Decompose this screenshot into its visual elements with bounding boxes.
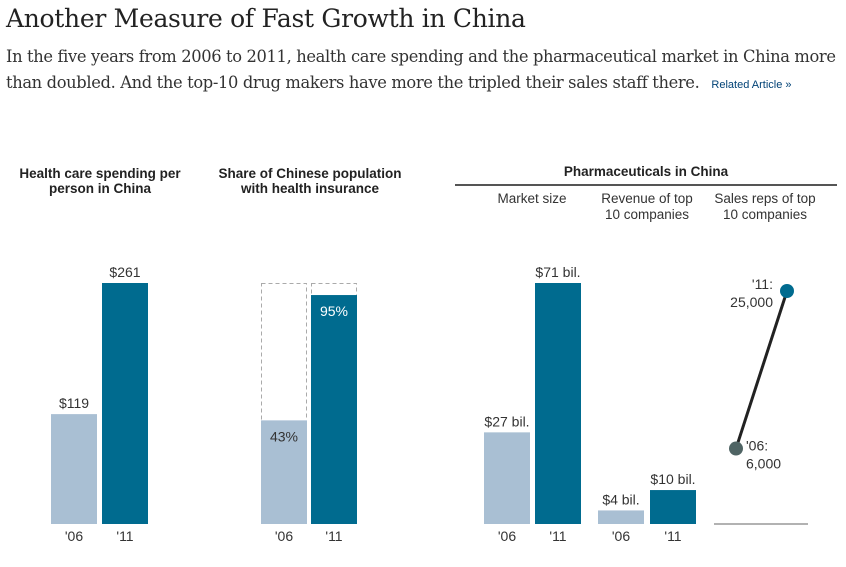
market-category-label-1: '11 (549, 528, 566, 544)
reps-line (734, 290, 789, 450)
revenue-value-label-1: $10 bil. (650, 471, 695, 487)
spending-category-label-0: '06 (65, 528, 83, 544)
reps-subtitle: Sales reps of top 10 companies (714, 191, 816, 222)
insurance-category-label-1: '11 (325, 528, 342, 544)
market-bar-0 (484, 432, 530, 524)
insurance-value-label-0: 43% (270, 428, 298, 444)
reps-point-1 (780, 284, 794, 298)
insurance-bar-1 (311, 295, 357, 524)
insurance-value-label-1: 95% (320, 303, 348, 319)
revenue-bar-1 (650, 490, 696, 524)
spending-value-label-1: $261 (109, 264, 140, 280)
insurance-bar-0 (261, 420, 307, 524)
market-value-label-1: $71 bil. (535, 264, 580, 280)
spending-panel-title: Health care spending per person in China (19, 166, 181, 196)
spending-value-label-0: $119 (59, 395, 89, 411)
insurance-outline-0 (261, 283, 307, 524)
page-title: Another Measure of Fast Growth in China (6, 4, 526, 33)
revenue-category-label-1: '11 (664, 528, 681, 544)
spending-bar-0 (51, 414, 97, 524)
revenue-bar-0 (598, 510, 644, 524)
pharma-panel-title: Pharmaceuticals in China (563, 164, 729, 179)
market-value-label-0: $27 bil. (484, 413, 529, 429)
insurance-category-label-0: '06 (275, 528, 293, 544)
market-bar-1 (535, 283, 581, 524)
market-subtitle: Market size (497, 191, 567, 206)
reps-label-year-0: '06: (746, 438, 768, 454)
deck-text: In the five years from 2006 to 2011, hea… (6, 44, 846, 98)
revenue-category-label-0: '06 (612, 528, 630, 544)
revenue-value-label-0: $4 bil. (602, 491, 639, 507)
insurance-panel-title: Share of Chinese population with health … (218, 166, 402, 196)
deck-body: In the five years from 2006 to 2011, hea… (6, 47, 836, 92)
market-category-label-0: '06 (498, 528, 516, 544)
reps-label-value-0: 6,000 (746, 456, 781, 472)
reps-point-0 (729, 441, 743, 456)
reps-label-value-1: 25,000 (730, 294, 773, 310)
related-article-link[interactable]: Related Article » (711, 79, 792, 91)
reps-label-year-1: '11: (752, 276, 773, 292)
spending-category-label-1: '11 (116, 528, 133, 544)
spending-bar-1 (102, 283, 148, 524)
revenue-subtitle: Revenue of top 10 companies (601, 191, 693, 222)
